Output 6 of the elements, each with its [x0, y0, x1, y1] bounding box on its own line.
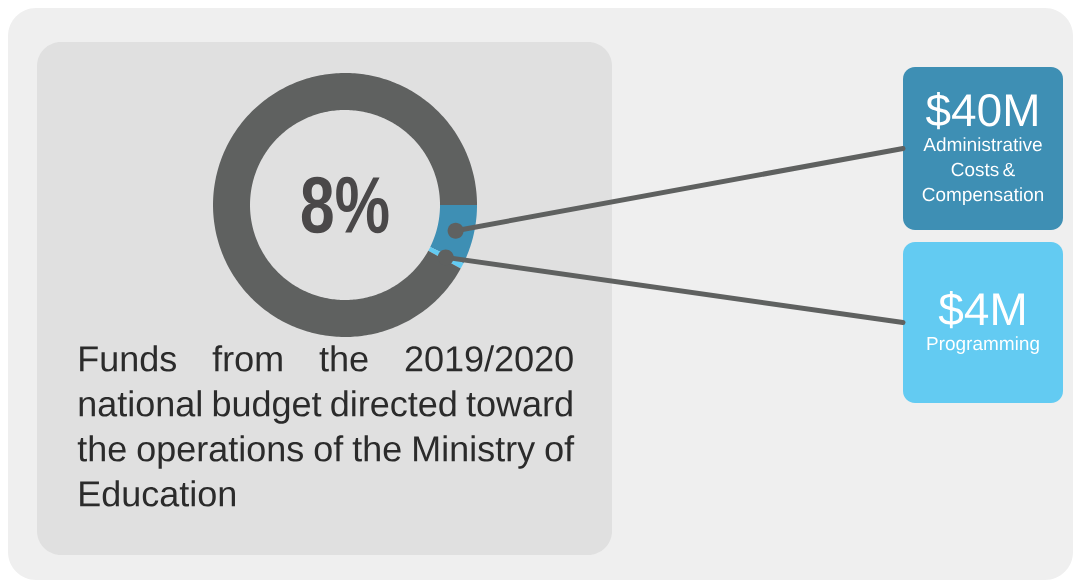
slice-label: Programming — [927, 336, 1039, 354]
slice-label: Administrative Costs & Compensation — [922, 137, 1044, 205]
data-label: $40M — [925, 91, 1037, 130]
text: 8% — [301, 176, 389, 234]
text: Funds from the 2019/2020 national budget directed toward the operations of the Ministry of Education — [77, 345, 575, 507]
data-label: $4M — [938, 290, 1024, 329]
